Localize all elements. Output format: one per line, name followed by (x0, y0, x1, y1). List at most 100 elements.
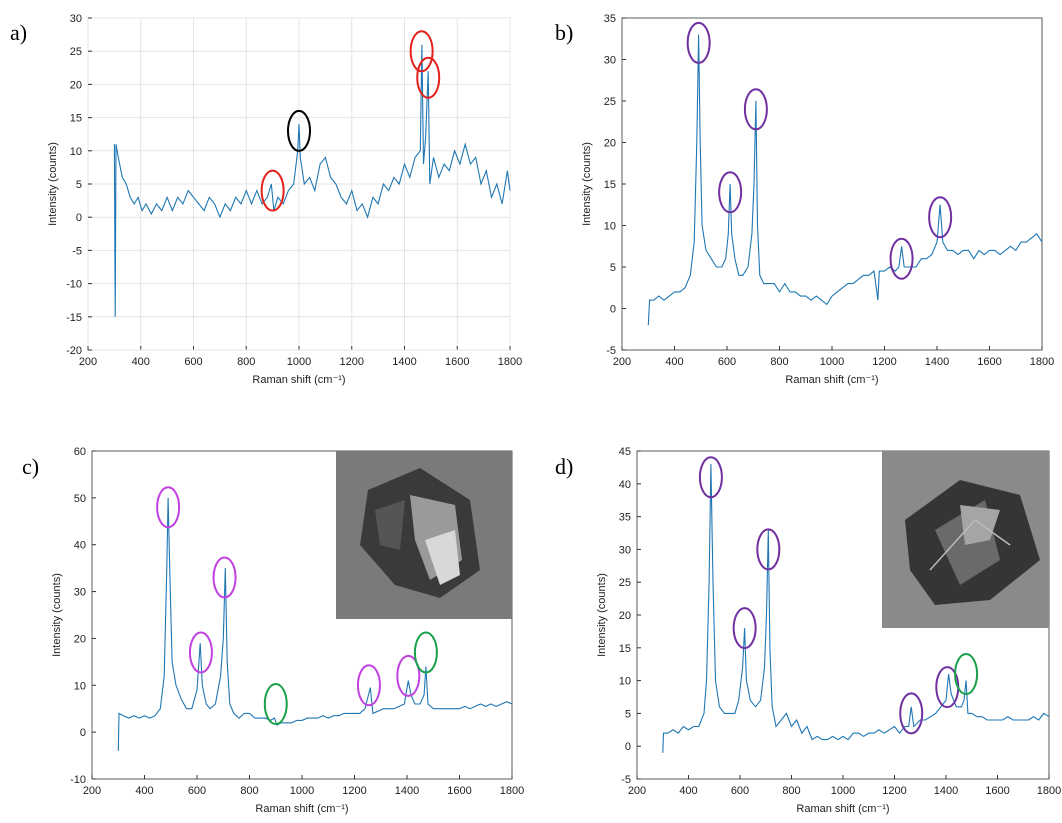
peak-marker (416, 56, 441, 99)
y-tick-label: 15 (70, 113, 82, 125)
y-tick-label: -10 (70, 774, 86, 786)
y-tick-label: 50 (74, 493, 86, 505)
x-tick-label: 1000 (820, 356, 844, 368)
y-tick-label: 30 (619, 544, 631, 556)
y-tick-label: -10 (66, 279, 82, 291)
y-tick-label: 20 (74, 633, 86, 645)
y-tick-label: 5 (610, 262, 616, 274)
y-tick-label: 10 (70, 146, 82, 158)
x-tick-label: 600 (184, 356, 202, 368)
x-tick-label: 400 (679, 785, 697, 797)
y-tick-label: 30 (70, 13, 82, 25)
x-tick-label: 1400 (392, 356, 416, 368)
peak-marker (928, 196, 953, 239)
x-tick-label: 1800 (1030, 356, 1054, 368)
peak-marker (356, 664, 381, 707)
peak-marker (396, 654, 421, 697)
x-tick-label: 600 (731, 785, 749, 797)
y-axis-label: Intensity (counts) (596, 573, 608, 657)
x-tick-label: 1600 (985, 785, 1009, 797)
peak-marker (889, 237, 914, 280)
x-tick-label: 1400 (934, 785, 958, 797)
x-tick-label: 800 (770, 356, 788, 368)
panel-label: a) (10, 20, 27, 45)
peak-marker (756, 528, 781, 571)
x-tick-label: 1200 (342, 785, 366, 797)
peak-marker (188, 631, 213, 674)
y-tick-label: 25 (604, 96, 616, 108)
y-tick-label: 15 (619, 643, 631, 655)
peak-marker (743, 88, 768, 131)
panel-label: c) (22, 454, 39, 479)
x-tick-label: 600 (718, 356, 736, 368)
x-tick-label: 200 (79, 356, 97, 368)
x-tick-label: 200 (613, 356, 631, 368)
x-tick-label: 600 (188, 785, 206, 797)
y-tick-label: 5 (625, 708, 631, 720)
inset-image (882, 451, 1049, 628)
spectrum-line (647, 34, 1043, 326)
x-tick-label: 1800 (498, 356, 522, 368)
spectrum-line (113, 44, 511, 317)
y-tick-label: 30 (74, 587, 86, 599)
x-axis-label: Raman shift (cm⁻¹) (785, 374, 878, 386)
y-tick-label: -5 (606, 345, 616, 357)
peak-marker (686, 21, 711, 64)
panel-label: b) (555, 20, 573, 45)
x-tick-label: 1000 (290, 785, 314, 797)
x-tick-label: 1000 (831, 785, 855, 797)
x-tick-label: 1000 (287, 356, 311, 368)
inset-image (336, 451, 512, 619)
y-tick-label: 20 (619, 610, 631, 622)
y-axis-label: Intensity (counts) (581, 142, 593, 226)
y-tick-label: 25 (70, 46, 82, 58)
spectrum-line (117, 497, 513, 751)
x-tick-label: 1400 (925, 356, 949, 368)
x-tick-label: 1800 (1037, 785, 1061, 797)
y-tick-label: 20 (604, 138, 616, 150)
y-tick-label: 45 (619, 446, 631, 458)
y-tick-label: -15 (66, 312, 82, 324)
y-tick-label: 60 (74, 446, 86, 458)
x-tick-label: 400 (135, 785, 153, 797)
peak-marker (260, 169, 285, 212)
x-tick-label: 800 (237, 356, 255, 368)
panel-label: d) (555, 454, 573, 479)
y-tick-label: 35 (619, 512, 631, 524)
peak-marker (698, 456, 723, 499)
y-tick-label: 40 (74, 540, 86, 552)
x-tick-label: 1200 (882, 785, 906, 797)
x-tick-label: 800 (240, 785, 258, 797)
y-tick-label: -20 (66, 345, 82, 357)
y-tick-label: 40 (619, 479, 631, 491)
peak-marker (263, 683, 288, 726)
x-tick-label: 1200 (872, 356, 896, 368)
peak-marker (954, 653, 979, 696)
peak-marker (899, 692, 924, 735)
peak-marker (156, 486, 181, 529)
y-tick-label: 10 (74, 680, 86, 692)
peak-marker (409, 30, 434, 73)
y-axis-label: Intensity (counts) (47, 142, 59, 226)
y-tick-label: 0 (625, 741, 631, 753)
x-tick-label: 1200 (340, 356, 364, 368)
x-axis-label: Raman shift (cm⁻¹) (796, 803, 889, 815)
x-axis-label: Raman shift (cm⁻¹) (255, 803, 348, 815)
peak-marker (413, 631, 438, 674)
y-tick-label: -5 (72, 245, 82, 257)
y-axis-label: Intensity (counts) (51, 573, 63, 657)
peak-marker (212, 556, 237, 599)
x-tick-label: 1400 (395, 785, 419, 797)
x-tick-label: 1800 (500, 785, 524, 797)
x-tick-label: 400 (132, 356, 150, 368)
y-tick-label: 10 (604, 221, 616, 233)
x-tick-label: 400 (665, 356, 683, 368)
x-axis-label: Raman shift (cm⁻¹) (252, 374, 345, 386)
y-tick-label: 0 (76, 212, 82, 224)
x-tick-label: 200 (83, 785, 101, 797)
x-tick-label: 200 (628, 785, 646, 797)
x-tick-label: 1600 (447, 785, 471, 797)
peak-marker (287, 109, 311, 152)
